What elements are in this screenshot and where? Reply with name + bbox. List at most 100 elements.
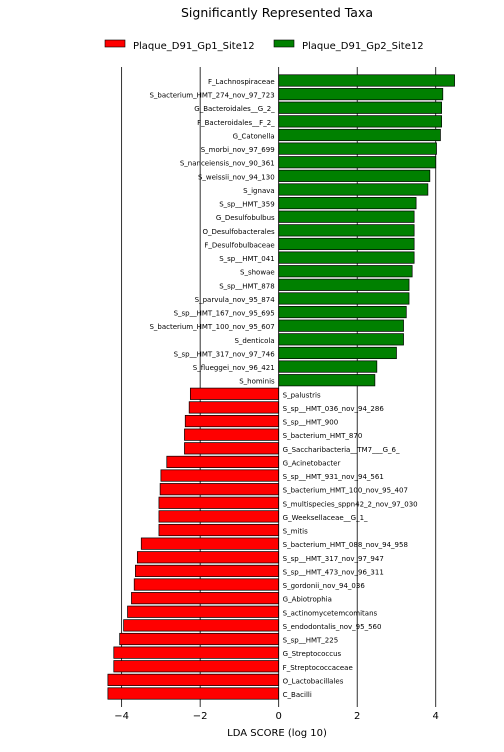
bar-label: S_ignava — [243, 187, 275, 195]
bar — [158, 496, 280, 509]
bar — [158, 510, 280, 523]
bar-label: S_sp__HMT_225 — [283, 637, 338, 645]
bar — [278, 333, 404, 346]
bar — [135, 564, 280, 577]
bar-label: S_weissii_nov_94_130 — [198, 173, 275, 181]
bar — [131, 592, 280, 605]
x-tick-label: 0 — [275, 711, 281, 722]
bar-label: O_Desulfobacterales — [202, 228, 275, 236]
bar-label: S_endodontalis_nov_95_560 — [283, 623, 382, 631]
bar — [278, 74, 455, 87]
bar — [278, 183, 429, 196]
bar — [278, 224, 415, 237]
bar — [278, 292, 410, 305]
bar-label: S_sp__HMT_878 — [219, 282, 274, 290]
x-tick-label: 2 — [354, 711, 360, 722]
bar — [140, 537, 280, 550]
bar — [278, 237, 415, 251]
bar-label: O_Lactobacillales — [283, 677, 344, 685]
bar-label: G_Catonella — [233, 132, 275, 140]
bar — [278, 156, 437, 169]
x-tick-label: 4 — [433, 711, 439, 722]
bar-label: G_Saccharibacteria__TM7___G_6_ — [283, 446, 400, 454]
bar-label: S_gordonii_nov_94_036 — [283, 582, 366, 590]
bar-label: S_showae — [240, 269, 275, 277]
bar-label: S_hominis — [239, 378, 275, 386]
bar-group — [107, 74, 455, 700]
bar-label: S_nanceiensis_nov_90_361 — [180, 160, 275, 168]
x-tick-label: −4 — [114, 711, 129, 722]
bar-label: S_morbi_nov_97_699 — [201, 146, 275, 154]
bar — [127, 605, 280, 618]
bar — [159, 483, 280, 496]
bar-label: G_Weeksellaceae__G_1_ — [283, 514, 368, 522]
bar — [166, 455, 280, 468]
bar-label: G_Bacteroidales__G_2_ — [194, 105, 275, 113]
bar-label: S_sp__HMT_167_nov_95_695 — [174, 310, 275, 318]
bar — [119, 632, 280, 646]
bar — [188, 401, 280, 414]
bar-label: S_denticola — [234, 337, 274, 345]
bar-label: G_Acinetobacter — [283, 459, 341, 467]
legend-label-group2: Plaque_D91_Gp2_Site12 — [302, 41, 424, 52]
legend-swatch-group1 — [104, 39, 126, 48]
bar-label: S_mitis — [283, 528, 308, 536]
bar-label: S_sp__HMT_317_nov_97_947 — [283, 555, 384, 563]
bar-label: S_bacterium_HMT_100_nov_95_607 — [149, 323, 274, 331]
bar — [133, 578, 280, 591]
bar-label: S_sp__HMT_900 — [283, 419, 338, 427]
bar — [278, 360, 378, 373]
bar-label: S_actinomycetemcomitans — [283, 609, 378, 617]
bar — [189, 387, 280, 400]
bar-label: G_Streptococcus — [283, 650, 342, 658]
bar — [278, 210, 415, 223]
bar-label: S_flueggei_nov_96_421 — [193, 364, 275, 372]
bar-label: F_Bacteroidales__F_2_ — [197, 119, 275, 127]
bar — [123, 619, 280, 632]
bar — [278, 265, 413, 278]
bar-label: S_sp__HMT_041 — [219, 255, 274, 263]
bar-label: S_sp__HMT_473_nov_96_311 — [283, 568, 384, 576]
bar-label: S_multispecies_sppn42_2_nov_97_030 — [283, 500, 418, 508]
bar-label: S_sp__HMT_931_nov_94_561 — [283, 473, 384, 481]
bar — [278, 88, 444, 101]
bar — [278, 374, 376, 387]
bar-label: F_Desulfobulbaceae — [204, 241, 274, 249]
chart-title: Significantly Represented Taxa — [181, 5, 373, 20]
bar-label: S_sp__HMT_036_nov_94_286 — [283, 405, 385, 413]
bar-label: S_bacterium_HMT_088_nov_94_958 — [283, 541, 408, 549]
bar — [136, 551, 280, 564]
bar — [184, 428, 280, 441]
bar — [278, 319, 404, 332]
bar — [160, 469, 280, 482]
bar — [107, 687, 280, 700]
x-axis: −4 −2 0 2 4 — [114, 67, 439, 722]
bar — [278, 278, 410, 291]
bar — [184, 442, 280, 455]
bar — [158, 523, 280, 537]
bar — [278, 128, 441, 142]
bar — [278, 346, 397, 360]
bar — [278, 197, 417, 210]
bar-label: S_parvula_nov_95_874 — [195, 296, 276, 304]
bar — [278, 306, 407, 319]
bar — [278, 101, 442, 114]
legend-label-group1: Plaque_D91_Gp1_Site12 — [133, 41, 255, 52]
legend: Plaque_D91_Gp1_Site12 Plaque_D91_Gp2_Sit… — [104, 39, 424, 52]
bar — [278, 115, 442, 128]
legend-swatch-group2 — [273, 39, 295, 48]
bar-label: S_bacterium_HMT_100_nov_95_407 — [283, 487, 408, 495]
bar-label: S_sp__HMT_359 — [219, 201, 274, 209]
bar-label: G_Abiotrophia — [283, 596, 332, 604]
bar — [278, 251, 415, 264]
bar — [113, 646, 280, 659]
bar — [278, 142, 437, 155]
bar-labels: F_Lachnospiraceae S_bacterium_HMT_274_nov… — [149, 78, 417, 699]
bar — [113, 660, 280, 673]
bar-label: S_palustris — [283, 391, 321, 399]
bar — [107, 673, 280, 686]
bar-label: G_Desulfobulbus — [216, 214, 275, 222]
bar — [184, 414, 280, 428]
